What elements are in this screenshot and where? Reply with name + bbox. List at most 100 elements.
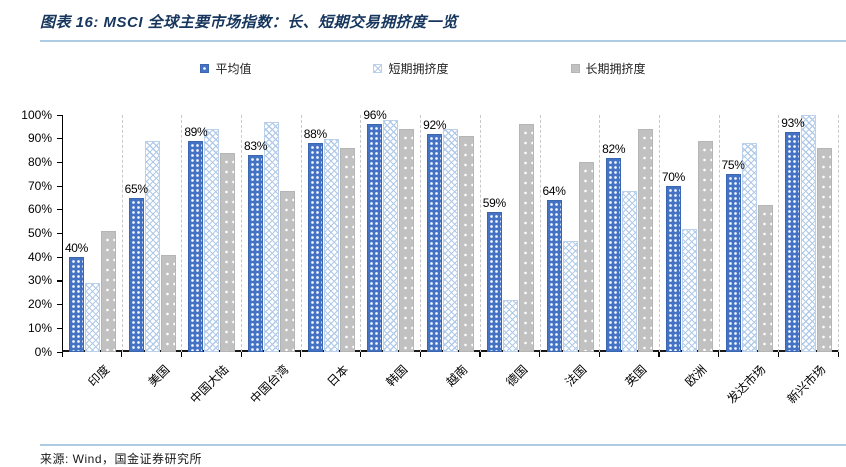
x-axis-category-label: 越南 (443, 362, 471, 390)
legend-label: 长期拥挤度 (585, 62, 646, 76)
x-axis-tick-mark (121, 352, 123, 357)
y-axis-tick-mark (57, 185, 62, 187)
x-axis-tick-mark (598, 352, 600, 357)
average-bar (248, 155, 264, 352)
source-note: 来源: Wind，国金证券研究所 (40, 452, 203, 466)
legend-label: 平均值 (215, 62, 252, 76)
x-axis-tick-mark (479, 352, 481, 357)
category-group: 59% (481, 115, 541, 352)
x-axis-category-label: 新兴市场 (784, 362, 829, 407)
category-group: 40% (63, 115, 123, 352)
y-axis-tick-mark (57, 114, 62, 116)
title-divider (40, 40, 846, 42)
x-axis-tick-mark (61, 352, 63, 357)
x-axis-tick-mark (180, 352, 183, 357)
category-group: 70% (660, 115, 720, 352)
y-axis-tick-mark (57, 209, 62, 211)
average-series-swatch-icon (200, 64, 210, 73)
long-term-bar (459, 136, 475, 352)
average-data-label: 82% (602, 141, 626, 156)
x-axis-tick-mark (240, 352, 242, 357)
average-data-label: 65% (124, 181, 148, 196)
short-term-bar (443, 129, 459, 352)
long-term-bar (220, 152, 236, 352)
short-term-bar (681, 228, 697, 352)
y-axis-tick-label: 20% (27, 297, 52, 312)
y-axis-tick-label: 50% (27, 226, 52, 240)
average-bar (546, 200, 562, 352)
y-axis-tick-label: 10% (27, 320, 52, 335)
x-axis-tick-mark (539, 352, 541, 357)
y-axis-tick-mark (57, 304, 62, 306)
chart-title: 图表 16: MSCI 全球主要市场指数：长、短期交易拥挤度一览 (40, 14, 458, 31)
average-bar (427, 133, 443, 352)
long-term-bar (518, 124, 534, 352)
category-group: 96% (361, 108, 422, 352)
x-axis-category-label: 印度 (85, 362, 113, 390)
x-axis-tick-mark (777, 352, 779, 357)
short-term-bar (85, 283, 100, 352)
short-term-bar (323, 138, 339, 352)
average-bar (307, 143, 323, 352)
long-term-bar (160, 254, 176, 352)
average-data-label: 93% (781, 115, 805, 130)
average-data-label: 96% (363, 108, 387, 123)
x-axis-category-label: 中国大陆 (187, 362, 232, 407)
x-axis-tick-mark (300, 352, 302, 357)
long-term-bar (101, 231, 116, 352)
long-term-bar (280, 190, 296, 352)
legend-item-long-term: 长期拥挤度 (570, 60, 646, 77)
y-axis-tick-label: 90% (27, 131, 52, 146)
average-data-label: 89% (184, 125, 208, 140)
y-axis-tick-mark (57, 351, 62, 353)
average-bar (785, 131, 801, 352)
long-term-bar (339, 148, 355, 352)
short-term-series-swatch-icon (373, 64, 383, 73)
average-bar (367, 124, 383, 352)
average-data-label: 92% (423, 117, 447, 132)
y-axis-tick-label: 80% (27, 154, 52, 169)
short-term-bar (383, 119, 399, 352)
chart-legend: 平均值 短期拥挤度 长期拥挤度 (0, 60, 846, 77)
y-axis-tick-mark (57, 233, 62, 235)
y-axis-tick-label: 30% (27, 273, 52, 288)
x-axis-category-label: 欧洲 (682, 362, 710, 390)
short-term-bar (204, 129, 220, 352)
plot-area: 40% 65% 89% 83% 88% 96% 92% 59% 64% 82% 70% 75% 93% (62, 108, 839, 352)
short-term-bar (144, 141, 160, 352)
y-axis-tick-mark (57, 280, 62, 282)
y-axis-tick-label: 0% (34, 344, 52, 359)
x-axis-category-label: 英国 (622, 362, 650, 390)
average-data-label: 88% (303, 127, 327, 142)
short-term-bar (502, 299, 518, 352)
y-axis-tick-label: 40% (27, 249, 52, 264)
y-axis-tick-mark (57, 256, 62, 258)
short-term-bar (801, 115, 817, 352)
average-bar (665, 186, 681, 352)
long-term-bar (697, 141, 713, 352)
short-term-bar (622, 190, 638, 352)
short-term-bar (741, 143, 757, 352)
y-axis-tick-mark (57, 161, 62, 164)
average-bar (486, 212, 502, 352)
long-term-bar (399, 129, 415, 352)
x-axis-category-label: 美国 (144, 362, 172, 390)
long-term-series-swatch-icon (570, 64, 580, 73)
category-group: 64% (541, 115, 601, 352)
y-axis-tick-mark (57, 327, 62, 329)
y-axis-tick-label: 100% (21, 107, 52, 122)
average-data-label: 59% (482, 196, 506, 211)
x-axis: 印度 美国 中国大陆 中国台湾 日本 韩国 越南 德国 法国 英国 欧洲 发达市场 新兴市场 (61, 352, 839, 432)
x-axis-category-label: 日本 (324, 362, 351, 390)
average-bar (128, 197, 144, 352)
x-axis-category-label: 法国 (562, 362, 590, 390)
x-axis-category-label: 德国 (503, 362, 531, 390)
category-group: 65% (123, 115, 183, 352)
average-data-label: 64% (542, 184, 566, 199)
legend-item-average: 平均值 (200, 60, 251, 77)
category-group: 92% (421, 115, 481, 352)
category-group: 83% (242, 115, 302, 352)
average-bar (69, 257, 84, 352)
average-bar (725, 174, 741, 352)
